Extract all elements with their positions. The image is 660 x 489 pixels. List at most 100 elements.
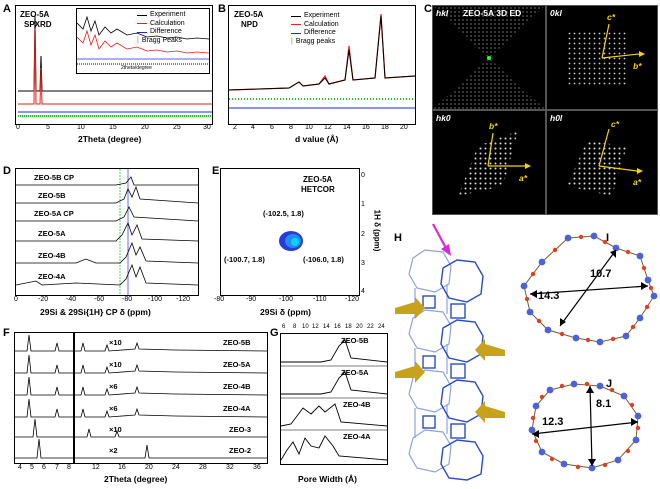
ring-i-dim-2: 14.3 xyxy=(538,290,560,302)
panel-e-ylabel: 1H δ (ppm) xyxy=(372,209,382,252)
tick: 4 xyxy=(251,124,255,131)
scale-label: ×10 xyxy=(109,360,122,369)
panel-e-title: ZEO-5A xyxy=(303,175,333,184)
row-label: ZEO-5B xyxy=(223,338,251,347)
row-label: ZEO-3 xyxy=(229,425,252,434)
panel-g-xlabel: Pore Width (Å) xyxy=(298,474,357,484)
tick: -100 xyxy=(279,296,294,303)
tick: 28 xyxy=(199,464,207,471)
ring-j-dim-2: 12.3 xyxy=(542,416,564,428)
tick: 20 xyxy=(356,324,363,330)
tick: 32 xyxy=(226,464,234,471)
panel-c-hkl: hkl ZEO-5A 3D ED xyxy=(432,5,546,110)
tick: 7 xyxy=(55,464,59,471)
panel-a-xlabel: 2Theta (degree) xyxy=(78,134,142,144)
panel-b-legend: Experiment Calculation Difference | Bragg… xyxy=(291,12,340,45)
tick: 24 xyxy=(378,324,385,330)
label-h0l: h0l xyxy=(550,113,563,123)
panel-b-plot: ZEO-5A NPD Experiment Calculation Differ… xyxy=(228,5,416,125)
tick: 10 xyxy=(305,124,313,131)
row-label: ZEO-5A xyxy=(341,368,369,377)
tick: -80 xyxy=(214,296,225,303)
scale-label: ×6 xyxy=(109,382,118,391)
peak-label-2: (-100.7, 1.8) xyxy=(224,255,265,264)
tick: -100 xyxy=(148,296,163,303)
tick: 15 xyxy=(109,124,117,131)
tick: 24 xyxy=(172,464,180,471)
panel-a-legend: Experiment Calculation Difference | Bragg… xyxy=(137,11,186,44)
label-hk0: hk0 xyxy=(436,113,451,123)
tick: 6 xyxy=(42,464,46,471)
label-0kl: 0kl xyxy=(550,8,562,18)
row-label: ZEO-5B CP xyxy=(34,173,75,182)
panel-h-framework xyxy=(395,222,505,484)
tick: 22 xyxy=(367,324,374,330)
panel-i-ring: 10.7 14.3 xyxy=(508,226,660,356)
panel-label-e: E xyxy=(212,165,220,177)
tick: -120 xyxy=(176,296,191,303)
panel-c-0kl: 0kl c* b* xyxy=(546,5,658,110)
panel-g-curves xyxy=(281,339,387,461)
panel-d-xlabel: 29Si & 29Si{1H} CP δ (ppm) xyxy=(40,307,151,317)
panel-label-g: G xyxy=(270,327,279,339)
panel-b-subtitle: NPD xyxy=(241,20,258,29)
row-label: ZEO-5A CP xyxy=(34,209,74,218)
label-a-star: a* xyxy=(519,173,528,183)
panel-label-f: F xyxy=(3,327,10,339)
panel-e-xlabel: 29Si δ (ppm) xyxy=(260,307,311,317)
panel-label-i: I xyxy=(606,232,610,244)
tick: 36 xyxy=(253,464,261,471)
peak-label-3: (-106.0, 1.8) xyxy=(303,255,344,264)
row-label: ZEO-4A xyxy=(343,432,371,441)
panel-c-hk0: hk0 b* a* xyxy=(432,110,546,215)
row-label: ZEO-5B xyxy=(341,336,369,345)
tick: 10 xyxy=(77,124,85,131)
legend-experiment: Experiment xyxy=(150,11,186,18)
row-label: ZEO-4A xyxy=(223,404,251,413)
label-a-star-2: a* xyxy=(633,177,642,187)
panel-e-contour xyxy=(279,231,303,251)
legend-bragg: Bragg peaks xyxy=(295,37,336,45)
legend-difference: Difference xyxy=(150,28,182,35)
tick: -110 xyxy=(313,296,327,303)
legend-bragg: Bragg Peaks xyxy=(141,36,182,44)
scale-label: ×10 xyxy=(109,425,122,434)
tick: 12 xyxy=(324,124,332,131)
tick: -80 xyxy=(122,296,133,303)
tick: 20 xyxy=(400,124,408,131)
tick: -40 xyxy=(66,296,77,303)
panel-a-plot: Experiment Calculation Difference | Bragg… xyxy=(15,5,213,125)
ring-i-dim-1: 10.7 xyxy=(590,268,612,280)
tick: 30 xyxy=(203,124,211,131)
ring-j-dim-1: 8.1 xyxy=(596,398,612,410)
tick: 0 xyxy=(16,124,20,131)
tick: 2 xyxy=(233,124,237,131)
row-label: ZEO-4B xyxy=(343,400,371,409)
tick: 10 xyxy=(302,324,309,330)
label-b-star-2: b* xyxy=(489,121,498,131)
tick: 14 xyxy=(343,124,351,131)
tick: 16 xyxy=(118,464,126,471)
tick: 25 xyxy=(173,124,181,131)
tick: 0 xyxy=(361,172,365,179)
tick: -90 xyxy=(246,296,257,303)
tick: 8 xyxy=(67,464,71,471)
panel-f-right: ×10 ×10 ×6 ×6 ×10 ×2 ZEO-5B ZEO-5A ZEO-4… xyxy=(74,332,268,464)
tick: 4 xyxy=(18,464,22,471)
tick: 8 xyxy=(289,124,293,131)
legend-calculation: Calculation xyxy=(150,19,185,27)
tick: 6 xyxy=(270,124,274,131)
tick: 5 xyxy=(30,464,34,471)
panel-label-b: B xyxy=(218,3,226,15)
panel-label-d: D xyxy=(3,165,11,177)
panel-j-ring: 8.1 12.3 xyxy=(508,372,660,480)
panel-c-title: ZEO-5A 3D ED xyxy=(463,8,522,18)
panel-c-h0l: h0l c* a* xyxy=(546,110,658,215)
panel-label-a: A xyxy=(3,3,11,15)
scale-label: ×6 xyxy=(109,404,118,413)
label-b-star: b* xyxy=(633,61,642,71)
tick: 4 xyxy=(361,288,365,295)
scale-label: ×10 xyxy=(109,338,122,347)
tick: 1 xyxy=(361,201,365,208)
panel-a-curves xyxy=(18,15,212,117)
